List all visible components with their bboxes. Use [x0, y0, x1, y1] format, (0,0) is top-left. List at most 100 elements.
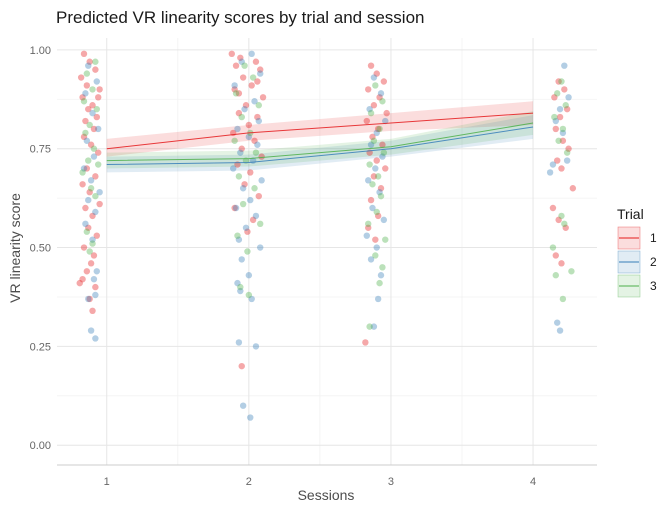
- data-point-trial-2: [80, 165, 88, 172]
- data-point-trial-3: [231, 137, 238, 144]
- fit-lines: [106, 112, 534, 166]
- data-point-trial-2: [252, 212, 260, 220]
- data-point-trial-1: [80, 244, 88, 251]
- data-point-trial-1: [254, 113, 261, 121]
- legend-title: Trial: [617, 206, 644, 222]
- data-point-trial-2: [89, 236, 96, 243]
- legend-label-trial-2: 2: [650, 255, 657, 269]
- data-point-trial-3: [85, 157, 92, 164]
- data-point-trial-2: [370, 74, 378, 81]
- data-point-trial-1: [231, 204, 238, 212]
- data-point-trial-3: [80, 98, 88, 105]
- confidence-bands: [106, 101, 534, 173]
- data-point-trial-3: [241, 62, 248, 69]
- data-point-trial-1: [373, 157, 380, 164]
- data-point-trial-3: [249, 74, 257, 81]
- data-point-trial-1: [549, 204, 557, 212]
- data-point-trial-2: [380, 216, 388, 224]
- data-point-trial-1: [367, 62, 375, 69]
- data-point-trial-2: [251, 98, 258, 105]
- data-point-trial-2: [237, 287, 244, 295]
- data-point-trial-1: [80, 133, 88, 141]
- y-tick-label: 0.00: [30, 440, 51, 452]
- data-point-trial-1: [254, 78, 261, 85]
- data-point-trial-1: [83, 268, 91, 275]
- data-point-trial-3: [365, 220, 372, 228]
- data-point-trial-1: [255, 192, 262, 200]
- data-point-trial-1: [86, 58, 93, 65]
- data-point-trial-2: [367, 256, 375, 263]
- data-point-trial-2: [87, 327, 95, 334]
- data-point-trial-1: [248, 82, 255, 89]
- data-point-trial-3: [377, 192, 385, 200]
- data-point-trial-1: [251, 137, 258, 144]
- data-point-trial-2: [257, 244, 264, 251]
- data-point-trial-1: [239, 74, 247, 81]
- data-point-trial-2: [365, 177, 372, 184]
- data-point-trial-3: [257, 220, 264, 228]
- data-point-trial-3: [89, 86, 96, 93]
- data-point-trial-2: [90, 153, 98, 160]
- data-point-trial-1: [244, 228, 251, 235]
- data-point-trial-2: [556, 327, 564, 334]
- data-point-trial-1: [237, 54, 244, 61]
- data-point-trial-2: [96, 188, 103, 196]
- data-point-trial-2: [93, 78, 100, 85]
- data-point-trial-1: [93, 113, 100, 121]
- confidence-band-trial-2: [106, 115, 534, 173]
- data-point-trial-1: [247, 169, 254, 176]
- data-point-trial-1: [86, 295, 93, 303]
- x-axis-title: Sessions: [298, 487, 355, 503]
- data-point-trial-1: [561, 86, 568, 93]
- data-point-trial-2: [239, 402, 247, 409]
- data-point-trial-3: [92, 192, 99, 200]
- data-point-trial-2: [93, 268, 100, 275]
- data-point-trial-1: [379, 141, 386, 148]
- data-point-trial-1: [558, 165, 565, 172]
- data-point-trial-2: [546, 169, 554, 176]
- data-point-trial-1: [95, 94, 102, 101]
- data-point-trial-3: [379, 264, 386, 271]
- data-point-trial-3: [252, 149, 260, 156]
- data-point-trial-1: [89, 212, 96, 220]
- data-point-trial-1: [80, 50, 88, 58]
- data-point-trial-1: [554, 157, 561, 164]
- data-point-trial-1: [559, 137, 567, 144]
- data-point-trial-2: [369, 204, 376, 212]
- data-point-trial-2: [563, 157, 571, 164]
- data-point-trial-1: [92, 283, 99, 291]
- data-point-trial-3: [93, 105, 100, 113]
- data-point-trial-2: [559, 129, 567, 137]
- data-point-trial-1: [238, 145, 245, 152]
- data-point-trial-1: [241, 181, 248, 188]
- data-point-trial-3: [255, 102, 262, 109]
- data-point-trial-2: [87, 177, 95, 184]
- data-point-trial-3: [239, 200, 247, 208]
- data-point-trial-2: [374, 295, 382, 303]
- data-point-trial-3: [554, 90, 561, 97]
- data-point-trial-1: [258, 153, 265, 160]
- data-point-trial-3: [244, 248, 251, 255]
- data-point-trial-3: [237, 283, 244, 291]
- fit-line-trial-3: [106, 122, 534, 162]
- data-point-trial-1: [551, 94, 558, 101]
- data-point-trial-2: [92, 208, 99, 216]
- data-point-trial-1: [370, 102, 378, 109]
- data-point-trial-3: [382, 236, 389, 243]
- data-point-trial-1: [83, 82, 91, 89]
- data-point-trial-2: [230, 165, 237, 172]
- data-point-trial-2: [372, 165, 379, 172]
- data-point-trial-3: [245, 291, 253, 299]
- data-point-trial-1: [228, 50, 235, 58]
- data-point-trial-1: [245, 121, 253, 129]
- data-point-trial-2: [241, 105, 248, 113]
- data-point-trial-1: [365, 224, 372, 231]
- data-point-trial-1: [372, 236, 379, 243]
- y-tick-label: 1.00: [30, 45, 51, 57]
- data-point-trial-1: [90, 252, 98, 259]
- data-point-trial-1: [87, 260, 95, 267]
- data-point-trial-1: [76, 279, 83, 287]
- data-point-trial-1: [235, 90, 243, 97]
- data-point-trial-1: [556, 113, 564, 121]
